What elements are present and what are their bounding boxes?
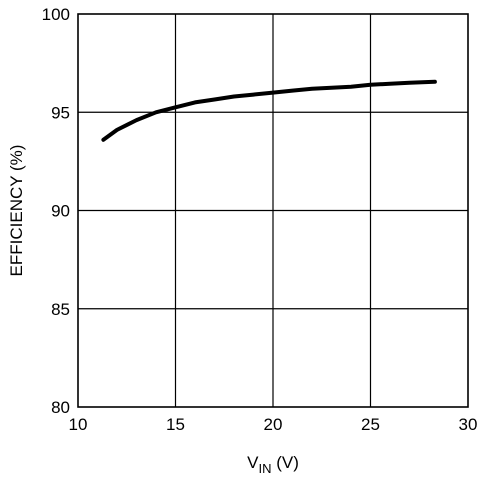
- x-tick-label: 10: [69, 415, 88, 434]
- x-axis-title-main: V: [247, 453, 259, 472]
- y-tick-label: 80: [51, 398, 70, 417]
- x-axis-title: VIN (V): [247, 453, 299, 476]
- y-tick-label: 90: [51, 202, 70, 221]
- y-tick-label: 85: [51, 300, 70, 319]
- grid: [78, 14, 468, 407]
- x-tick-label: 15: [166, 415, 185, 434]
- x-tick-label: 20: [264, 415, 283, 434]
- x-tick-label: 30: [459, 415, 478, 434]
- y-tick-label: 100: [42, 5, 70, 24]
- x-tick-label: 25: [361, 415, 380, 434]
- x-axis-ticks: 10 15 20 25 30: [69, 415, 478, 434]
- y-tick-label: 95: [51, 103, 70, 122]
- x-axis-title-subscript: IN: [258, 461, 271, 476]
- plot-area: [77, 13, 469, 408]
- y-axis-title: EFFICIENCY (%): [7, 145, 26, 277]
- efficiency-curve: [101, 79, 437, 142]
- y-axis-ticks: 80 85 90 95 100: [42, 5, 70, 417]
- x-axis-title-unit: (V): [271, 453, 298, 472]
